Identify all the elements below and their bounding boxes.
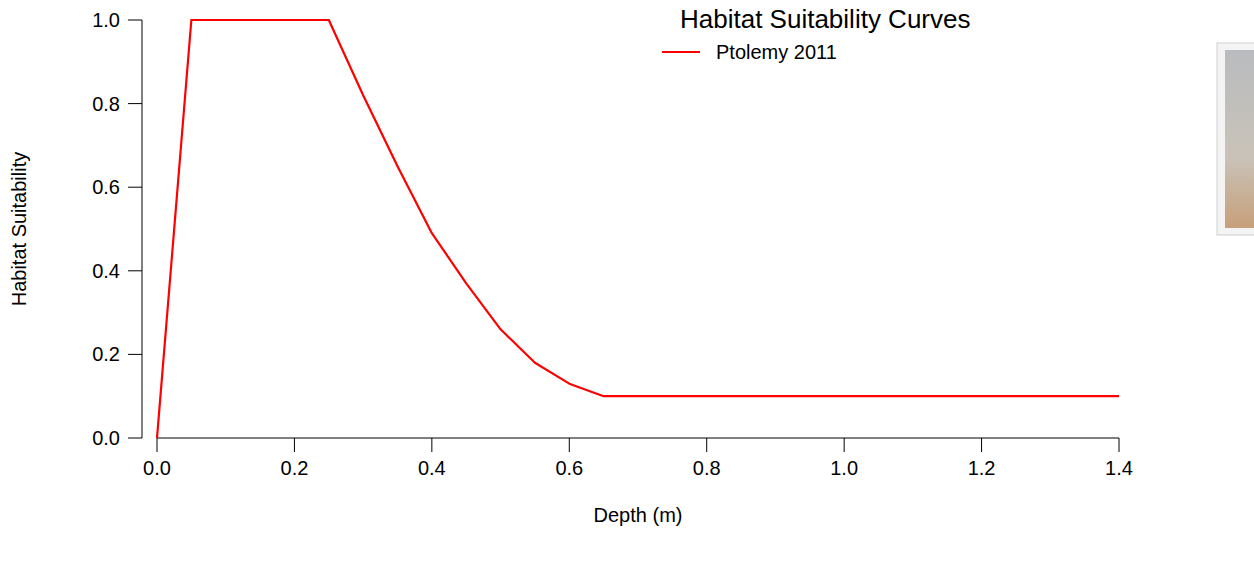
x-tick-label: 1.2 (968, 457, 996, 479)
x-tick-label: 0.6 (555, 457, 583, 479)
y-tick (128, 270, 142, 271)
plot-area (157, 20, 1119, 438)
x-tick (1119, 438, 1120, 452)
y-axis-title: Habitat Suitability (8, 152, 30, 307)
x-tick (981, 438, 982, 452)
x-tick-label: 1.0 (830, 457, 858, 479)
y-axis-line (142, 20, 143, 438)
title: Habitat Suitability Curves (680, 4, 970, 34)
x-tick (431, 438, 432, 452)
x-tick (569, 438, 570, 452)
legend-label: Ptolemy 2011 (716, 41, 837, 63)
x-tick-label: 0.2 (281, 457, 309, 479)
x-tick-label: 0.8 (693, 457, 721, 479)
x-tick (844, 438, 845, 452)
x-tick-label: 0.4 (418, 457, 446, 479)
x-axis: 0.0 0.2 0.4 0.6 0.8 1.0 1.2 1.4 (143, 438, 1133, 479)
photo (1225, 50, 1254, 228)
y-tick (128, 354, 142, 355)
y-tick (128, 438, 142, 439)
y-tick-label: 0.2 (92, 343, 120, 365)
legend-swatch (662, 51, 700, 53)
x-tick (157, 438, 158, 452)
y-tick-label: 0.6 (92, 176, 120, 198)
y-tick (128, 103, 142, 104)
y-tick-label: 1.0 (92, 9, 120, 31)
photo-frame (1217, 43, 1254, 235)
y-tick-label: 0.8 (92, 93, 120, 115)
y-tick (128, 20, 142, 21)
chart: 0.0 0.2 0.4 0.6 0.8 1.0 1.2 1.4 0.0 0.2 0.4 0.6 0.8 1… (0, 0, 1254, 576)
series-line (157, 20, 1119, 438)
y-tick (128, 187, 142, 188)
x-axis-line (157, 438, 1119, 439)
x-tick-label: 1.4 (1105, 457, 1133, 479)
y-axis: 0.0 0.2 0.4 0.6 0.8 1.0 (92, 9, 142, 449)
y-tick-label: 0.4 (92, 260, 120, 282)
x-tick (294, 438, 295, 452)
y-tick-label: 0.0 (92, 427, 120, 449)
x-axis-title: Depth (m) (594, 504, 683, 526)
x-tick-label: 0.0 (143, 457, 171, 479)
legend: Ptolemy 2011 (662, 41, 837, 63)
x-tick (706, 438, 707, 452)
